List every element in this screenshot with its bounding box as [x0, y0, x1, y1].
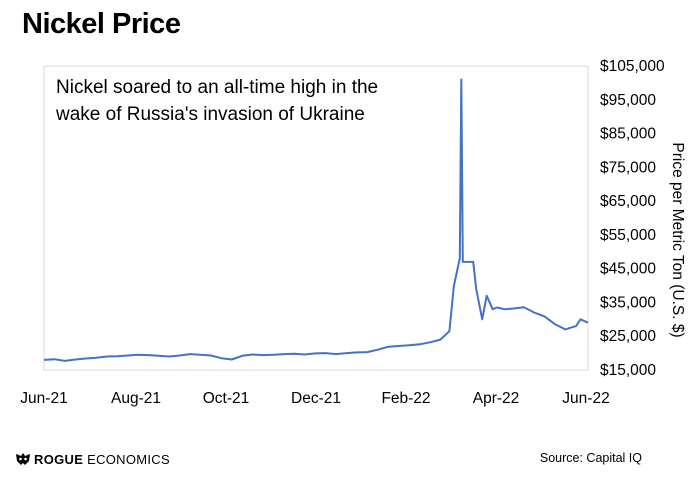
- y-axis-label: Price per Metric Ton (U.S. $): [669, 142, 686, 337]
- rogue-mask-icon: [16, 453, 30, 465]
- chart-annotation: Nickel soared to an all-time high in the…: [55, 77, 378, 125]
- source-note: Source: Capital IQ: [539, 451, 642, 465]
- x-tick-label: Feb-22: [381, 390, 430, 407]
- annotation-line-2: wake of Russia's invasion of Ukraine: [55, 104, 365, 125]
- x-tick-label: Dec-21: [291, 390, 341, 407]
- brand-name-suffix: ECONOMICS: [87, 451, 170, 467]
- series-line-0: [43, 78, 589, 362]
- brand-name-bold: ROGUE: [34, 451, 84, 467]
- brand-logo: ROGUE ECONOMICS: [14, 450, 170, 468]
- x-tick-label: Jun-21: [20, 390, 67, 407]
- x-axis-ticks: Jun-21 Aug-21 Oct-21 Dec-21 Feb-22 Apr-22 Jun-…: [20, 390, 609, 407]
- y-tick-label: $65,000: [600, 193, 656, 210]
- plot-area-frame: [43, 65, 589, 371]
- brand-name: ROGUE ECONOMICS: [34, 452, 170, 467]
- annotation-line-1: Nickel soared to an all-time high in the: [56, 77, 378, 98]
- y-tick-label: $45,000: [600, 261, 656, 278]
- y-axis-ticks: $15,000 $25,000 $35,000 $45,000 $55,000 $65,0…: [600, 58, 665, 379]
- y-tick-label: $85,000: [600, 126, 656, 143]
- x-tick-label: Aug-21: [111, 390, 161, 407]
- y-tick-label: $105,000: [600, 58, 665, 75]
- y-tick-label: $75,000: [600, 159, 656, 176]
- y-tick-label: $95,000: [600, 92, 656, 109]
- y-tick-label: $35,000: [600, 294, 656, 311]
- y-tick-label: $15,000: [600, 362, 656, 379]
- page-title: Nickel Price: [22, 8, 181, 40]
- x-tick-label: Jun-22: [562, 390, 609, 407]
- y-tick-label: $55,000: [600, 227, 656, 244]
- x-tick-label: Apr-22: [473, 390, 520, 407]
- x-tick-label: Oct-21: [203, 390, 250, 407]
- y-tick-label: $25,000: [600, 328, 656, 345]
- series-layer: [43, 78, 589, 362]
